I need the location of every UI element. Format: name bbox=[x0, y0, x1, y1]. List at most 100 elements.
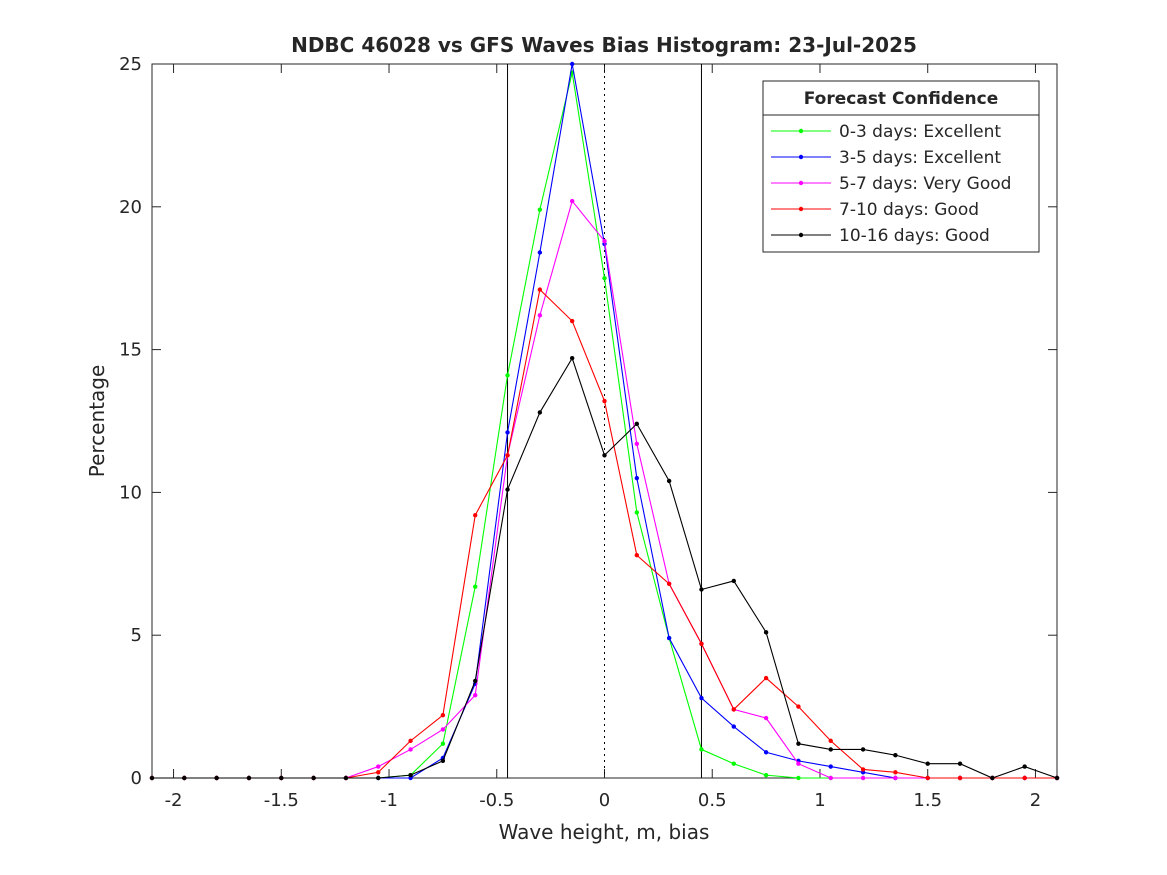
data-point bbox=[1022, 764, 1027, 769]
data-point bbox=[699, 587, 704, 592]
data-point bbox=[214, 775, 219, 781]
data-point bbox=[376, 764, 381, 769]
data-point bbox=[149, 775, 155, 781]
data-point bbox=[440, 741, 446, 746]
y-tick-label: 10 bbox=[119, 482, 142, 503]
data-point bbox=[763, 750, 769, 755]
data-point bbox=[796, 741, 801, 746]
data-point bbox=[893, 770, 898, 775]
data-point bbox=[376, 770, 381, 775]
x-tick-label: 1.5 bbox=[913, 790, 942, 811]
x-tick-label: -2 bbox=[165, 790, 183, 811]
data-point bbox=[1054, 775, 1060, 781]
data-point bbox=[537, 250, 543, 255]
data-point bbox=[473, 584, 478, 589]
x-tick-label: -0.5 bbox=[479, 790, 514, 811]
data-point bbox=[440, 727, 446, 732]
data-point bbox=[893, 775, 898, 781]
legend-marker bbox=[798, 206, 804, 212]
data-point bbox=[828, 738, 833, 744]
data-point bbox=[473, 692, 478, 698]
data-point bbox=[440, 758, 446, 764]
x-tick-label: 2 bbox=[1030, 790, 1041, 811]
legend-marker bbox=[798, 232, 804, 238]
data-point bbox=[537, 287, 543, 292]
data-point bbox=[634, 553, 640, 558]
data-point bbox=[473, 513, 478, 518]
data-point bbox=[828, 775, 833, 781]
data-point bbox=[990, 775, 995, 781]
data-point bbox=[505, 373, 510, 378]
data-point bbox=[1022, 775, 1027, 781]
data-point bbox=[763, 715, 769, 721]
legend: Forecast Confidence 0-3 days: Excellent 3… bbox=[762, 80, 1040, 253]
data-point bbox=[828, 764, 833, 769]
data-point bbox=[602, 398, 607, 404]
data-point bbox=[408, 747, 413, 752]
y-tick-label: 25 bbox=[119, 54, 142, 75]
legend-box bbox=[762, 80, 1040, 253]
data-point bbox=[440, 712, 446, 718]
chart-title: NDBC 46028 vs GFS Waves Bias Histogram: … bbox=[291, 33, 917, 57]
legend-entry: 7-10 days: Good bbox=[839, 200, 979, 220]
data-point bbox=[957, 775, 963, 781]
data-point bbox=[634, 421, 640, 427]
legend-entry: 0-3 days: Excellent bbox=[839, 122, 1001, 142]
y-tick-label: 20 bbox=[119, 197, 142, 218]
data-point bbox=[569, 318, 575, 324]
x-tick-label: 0 bbox=[599, 790, 610, 811]
data-point bbox=[505, 430, 510, 435]
data-point bbox=[569, 61, 575, 67]
x-tick-label: -1 bbox=[380, 790, 398, 811]
legend-entry: 5-7 days: Very Good bbox=[839, 174, 1011, 194]
x-axis-label: Wave height, m, bias bbox=[499, 820, 710, 844]
y-tick-label: 5 bbox=[131, 625, 142, 646]
legend-marker bbox=[798, 154, 804, 160]
data-point bbox=[666, 581, 672, 586]
legend-marker bbox=[798, 128, 804, 134]
data-point bbox=[537, 207, 543, 212]
data-point bbox=[925, 761, 930, 766]
data-point bbox=[957, 761, 963, 766]
data-point bbox=[731, 724, 736, 729]
data-point bbox=[634, 475, 640, 481]
x-tick-label: 0.5 bbox=[698, 790, 727, 811]
data-point bbox=[602, 453, 607, 458]
data-point bbox=[860, 775, 866, 781]
data-point bbox=[505, 453, 510, 458]
data-point bbox=[796, 704, 801, 709]
data-point bbox=[408, 772, 413, 778]
data-point bbox=[828, 747, 833, 752]
data-point bbox=[796, 775, 801, 781]
data-point bbox=[699, 695, 704, 701]
data-point bbox=[602, 238, 607, 244]
data-point bbox=[505, 487, 510, 492]
data-point bbox=[343, 775, 349, 781]
data-point bbox=[925, 775, 930, 781]
legend-title: Forecast Confidence bbox=[804, 89, 999, 109]
data-point bbox=[634, 441, 640, 447]
data-point bbox=[537, 410, 543, 415]
data-point bbox=[182, 775, 187, 781]
data-point bbox=[763, 630, 769, 635]
data-point bbox=[537, 313, 543, 318]
data-point bbox=[699, 747, 704, 752]
data-point bbox=[569, 198, 575, 204]
data-point bbox=[279, 775, 284, 781]
data-point bbox=[634, 510, 640, 515]
y-axis-label: Percentage bbox=[85, 365, 109, 478]
data-point bbox=[666, 478, 672, 484]
data-point bbox=[376, 775, 381, 781]
data-point bbox=[731, 761, 736, 766]
legend-entry: 3-5 days: Excellent bbox=[839, 148, 1001, 168]
data-point bbox=[731, 707, 736, 712]
data-point bbox=[860, 767, 866, 772]
data-point bbox=[473, 678, 478, 684]
legend-marker bbox=[798, 180, 804, 186]
data-point bbox=[569, 355, 575, 361]
x-tick-label: -1.5 bbox=[264, 790, 299, 811]
data-point bbox=[602, 276, 607, 281]
x-tick-label: 1 bbox=[814, 790, 825, 811]
